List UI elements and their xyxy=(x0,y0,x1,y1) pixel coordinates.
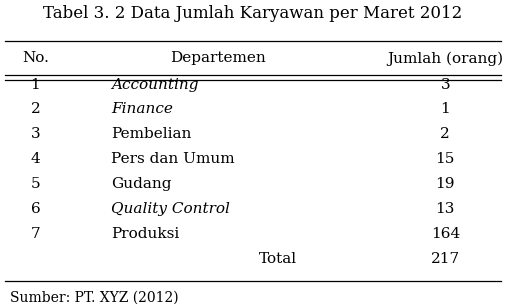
Text: Jumlah (orang): Jumlah (orang) xyxy=(386,51,502,66)
Text: Pers dan Umum: Pers dan Umum xyxy=(111,152,234,166)
Text: Accounting: Accounting xyxy=(111,78,198,92)
Text: 164: 164 xyxy=(430,227,459,241)
Text: 5: 5 xyxy=(30,177,40,191)
Text: 1: 1 xyxy=(30,78,40,92)
Text: 15: 15 xyxy=(435,152,454,166)
Text: 2: 2 xyxy=(30,102,40,116)
Text: 1: 1 xyxy=(439,102,449,116)
Text: 3: 3 xyxy=(439,78,449,92)
Text: Departemen: Departemen xyxy=(169,51,265,65)
Text: 4: 4 xyxy=(30,152,40,166)
Text: Produksi: Produksi xyxy=(111,227,179,241)
Text: 13: 13 xyxy=(435,202,454,216)
Text: Total: Total xyxy=(259,252,297,266)
Text: 3: 3 xyxy=(30,127,40,141)
Text: No.: No. xyxy=(22,51,49,65)
Text: 2: 2 xyxy=(439,127,449,141)
Text: Tabel 3. 2 Data Jumlah Karyawan per Maret 2012: Tabel 3. 2 Data Jumlah Karyawan per Mare… xyxy=(43,5,462,22)
Text: 19: 19 xyxy=(435,177,454,191)
Text: 217: 217 xyxy=(430,252,459,266)
Text: Finance: Finance xyxy=(111,102,173,116)
Text: Gudang: Gudang xyxy=(111,177,172,191)
Text: 6: 6 xyxy=(30,202,40,216)
Text: 7: 7 xyxy=(30,227,40,241)
Text: Sumber: PT. XYZ (2012): Sumber: PT. XYZ (2012) xyxy=(10,291,178,304)
Text: Pembelian: Pembelian xyxy=(111,127,191,141)
Text: Quality Control: Quality Control xyxy=(111,202,230,216)
